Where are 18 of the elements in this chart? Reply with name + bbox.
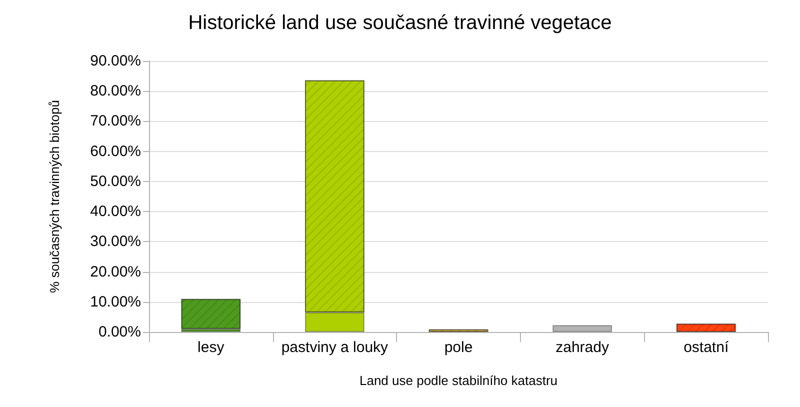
x-tick-label: ostatní — [684, 339, 730, 356]
x-tick-label: zahrady — [556, 339, 610, 356]
chart-title: Historické land use současné travinné vegetace — [188, 12, 612, 34]
y-tick-label: 30.00% — [90, 233, 141, 250]
y-tick-label: 50.00% — [90, 172, 141, 190]
y-tick-label: 10.00% — [90, 293, 141, 310]
y-tick-label: 90.00% — [90, 52, 141, 70]
y-tick-label: 0.00% — [98, 324, 141, 340]
y-tick-label: 80.00% — [90, 82, 141, 100]
y-tick-label: 40.00% — [90, 203, 141, 220]
x-tick-label: pole — [444, 339, 473, 356]
y-tick-label: 60.00% — [90, 142, 141, 160]
y-axis-title: % současných travinných biotopů — [47, 100, 62, 293]
x-tick-label: pastviny a louky — [281, 339, 389, 356]
y-tick-label: 20.00% — [90, 263, 141, 280]
y-tick-label: 70.00% — [90, 112, 141, 130]
x-axis-title: Land use podle stabilního katastru — [359, 373, 558, 388]
x-tick-label: lesy — [198, 339, 225, 356]
